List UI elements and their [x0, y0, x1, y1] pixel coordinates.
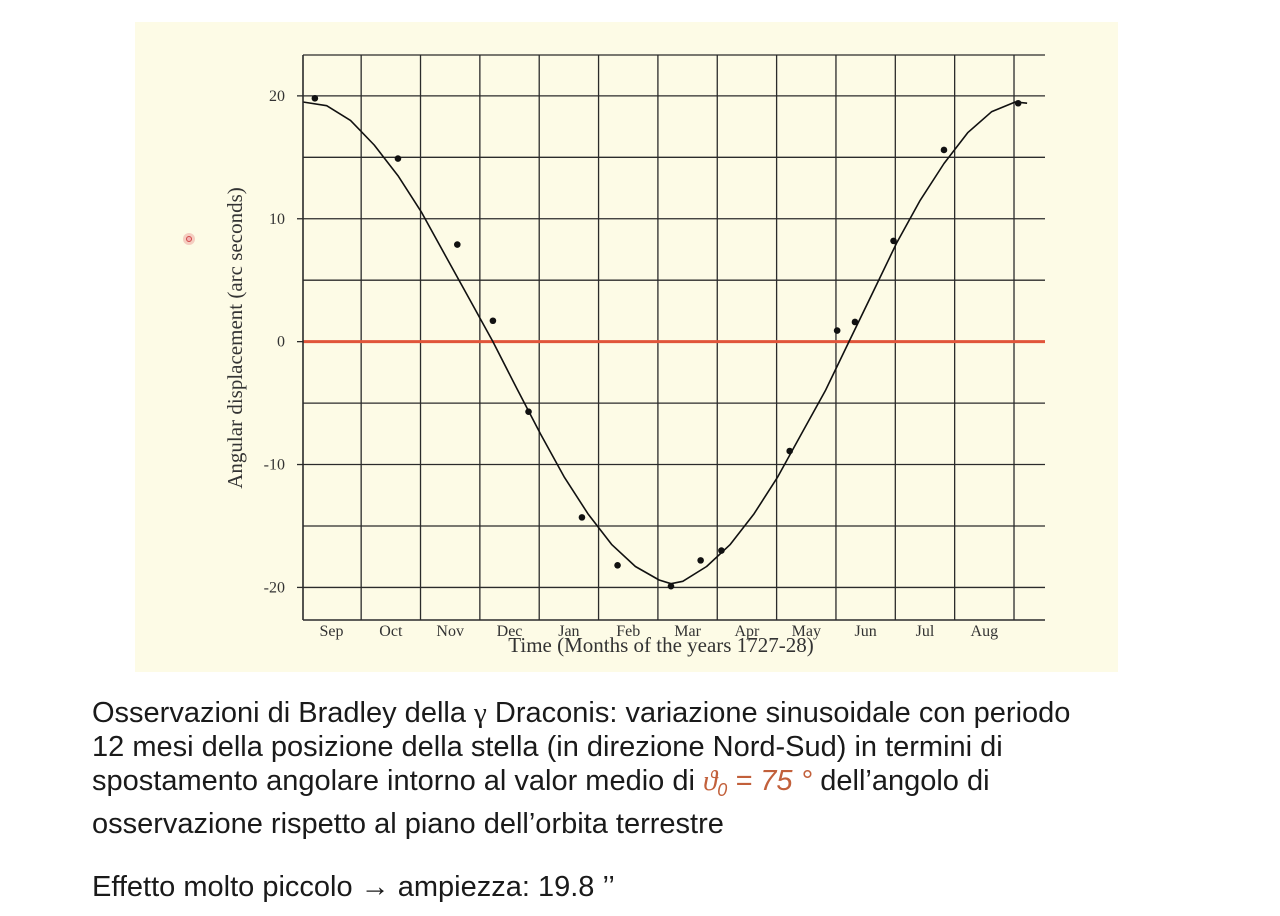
caption-description: Osservazioni di Bradley della γ Draconis… [92, 696, 1242, 841]
chart-panel: 20 10 0 -10 -20 Sep Oct Nov Dec Jan Feb Mar Apr May J… [135, 22, 1118, 672]
y-tick-label: -20 [264, 579, 285, 596]
y-tick-label: 0 [277, 334, 285, 351]
data-point [718, 547, 725, 554]
x-month-label: Oct [379, 623, 403, 640]
data-point [786, 447, 793, 455]
data-point [614, 562, 621, 569]
data-point [697, 557, 704, 564]
y-tick-label: -10 [264, 457, 285, 474]
caption-line3-b: dell’angolo di [812, 765, 990, 797]
x-month-label: Aug [971, 623, 999, 640]
x-month-label: Jun [855, 623, 877, 640]
y-axis-title: Angular displacement (arc seconds) [223, 187, 247, 488]
pointer-indicator [183, 233, 195, 245]
y-tick-label: 20 [269, 88, 285, 105]
caption-line3-a: spostamento angolare intorno al valor me… [92, 765, 703, 797]
data-points [311, 95, 1022, 590]
data-point [525, 408, 532, 415]
caption-line4: osservazione rispetto al piano dell’orbi… [92, 808, 724, 840]
caption-line2: 12 mesi della posizione della stella (in… [92, 731, 1003, 763]
x-month-label: May [792, 623, 821, 640]
data-point [1014, 99, 1022, 107]
axes-frame [302, 54, 1045, 621]
caption-line1-a: Osservazioni di Bradley della [92, 697, 475, 729]
y-tick-label: 10 [269, 211, 285, 228]
x-month-label: Feb [616, 623, 640, 640]
grid [303, 55, 1045, 620]
data-point [833, 327, 841, 334]
x-month-label: Dec [497, 623, 523, 640]
data-point [489, 317, 497, 325]
x-month-label: Mar [674, 623, 701, 640]
data-point [394, 155, 402, 162]
x-month-label: Apr [734, 623, 760, 640]
data-point [890, 237, 897, 245]
theta-zero-value: ϑ0 = 75 ° [702, 765, 813, 800]
x-month-label: Nov [436, 623, 464, 640]
x-month-labels: Sep Oct Nov Dec Jan Feb Mar Apr May Jun Jul Aug [319, 623, 998, 640]
y-tick-labels: 20 10 0 -10 -20 [264, 88, 303, 596]
x-month-label: Jul [916, 623, 935, 640]
bradley-chart: 20 10 0 -10 -20 Sep Oct Nov Dec Jan Feb Mar Apr May J… [223, 54, 1045, 657]
data-point [454, 241, 461, 248]
data-point [940, 146, 948, 154]
caption-effect: Effetto molto piccolo → ampiezza: 19.8 ’… [92, 871, 615, 903]
x-axis-title: Time (Months of the years 1727-28) [508, 633, 813, 657]
x-month-label: Sep [319, 623, 343, 640]
data-point [578, 514, 586, 521]
theta-number: = 75 ° [727, 765, 813, 797]
theta-symbol: ϑ [702, 765, 718, 797]
data-point [311, 95, 319, 102]
gamma-symbol: γ [474, 697, 487, 729]
data-point [667, 582, 675, 590]
caption-line1-b: Draconis: variazione sinusoidale con per… [486, 697, 1071, 729]
x-month-label: Jan [558, 623, 579, 640]
theta-subscript: 0 [717, 780, 728, 800]
data-point [851, 318, 859, 326]
